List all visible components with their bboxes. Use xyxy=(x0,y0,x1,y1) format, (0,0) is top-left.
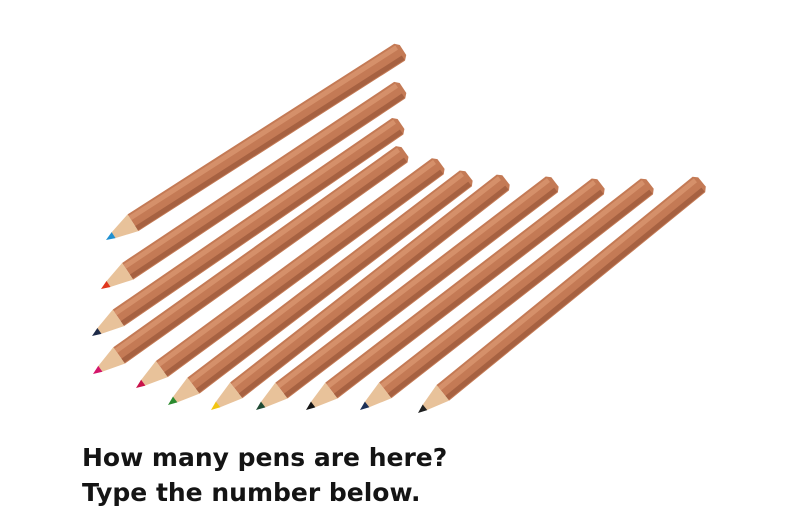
pencil-sharpened-wood xyxy=(172,377,200,403)
pencil-body xyxy=(325,178,605,399)
pencil-facet-highlight xyxy=(128,45,399,221)
pencil-sharpened-wood xyxy=(96,309,125,335)
pencil-lead-tip xyxy=(306,401,316,410)
pencil xyxy=(93,146,409,374)
pencil-facet-highlight xyxy=(188,172,465,384)
pencil xyxy=(106,43,407,240)
pencil-facet-highlight xyxy=(113,119,397,316)
pencil-body xyxy=(275,176,559,399)
pencil xyxy=(418,176,706,413)
pencil-facet-shadow xyxy=(120,129,403,326)
pencil-facet-highlight xyxy=(157,159,437,367)
pencil-sharpened-wood xyxy=(364,382,392,408)
pencil xyxy=(136,158,445,388)
pencil-lead-tip xyxy=(93,365,103,374)
pencil-lead-tip xyxy=(106,232,116,240)
pencil-sharpened-wood xyxy=(422,385,450,411)
pencil-body xyxy=(379,178,654,399)
pencil-facet-shadow xyxy=(121,157,407,363)
pencil-body xyxy=(112,118,405,327)
pencil-lead-tip xyxy=(211,401,221,410)
pencil-facet-shadow xyxy=(333,189,604,398)
pencil-lead-tip xyxy=(92,327,102,336)
pencil-facet-shadow xyxy=(164,169,444,377)
pencil-lead-tip xyxy=(418,404,428,413)
pencil-body xyxy=(127,43,407,232)
pencil-facet-highlight xyxy=(123,83,399,269)
pencil-facet-shadow xyxy=(129,93,405,279)
pencil-facet-shadow xyxy=(283,187,558,398)
pencil-body xyxy=(436,176,706,401)
pencil-sharpened-wood xyxy=(111,214,139,239)
pencil-body xyxy=(122,81,407,280)
pencil-body xyxy=(187,170,473,394)
pencil xyxy=(256,176,559,410)
pencil-sharpened-wood xyxy=(97,347,125,372)
pencil-lead-tip xyxy=(360,401,370,410)
pencil-facet-highlight xyxy=(380,180,646,388)
pencil-facet-highlight xyxy=(437,178,698,391)
pencil xyxy=(101,81,407,289)
pencil-sharpened-wood xyxy=(215,382,243,408)
pencil-facet-shadow xyxy=(195,181,472,393)
pencil xyxy=(306,178,605,410)
pencil-sharpened-wood xyxy=(260,382,288,408)
pencil-illustration xyxy=(92,43,706,413)
pencil xyxy=(360,178,654,410)
pencil-facet-shadow xyxy=(445,187,705,400)
pencil-facet-highlight xyxy=(114,147,401,354)
pencil-facet-highlight xyxy=(276,178,551,389)
pencil xyxy=(92,118,405,336)
instruction-text: Type the number below. xyxy=(82,478,421,507)
pencil-body xyxy=(230,174,510,399)
pencil-sharpened-wood xyxy=(310,382,338,408)
pencil xyxy=(168,170,473,405)
pencil-facet-shadow xyxy=(238,185,509,398)
pencil-sharpened-wood xyxy=(105,262,134,288)
pencil-lead-tip xyxy=(256,401,266,410)
pencil-lead-tip xyxy=(101,281,111,289)
pencil-facet-highlight xyxy=(326,180,597,389)
pencil-lead-tip xyxy=(136,379,146,388)
pencil-body xyxy=(113,146,409,364)
pencil-lead-tip xyxy=(168,396,178,405)
pencil xyxy=(211,174,510,410)
prompt-text: How many pens are here? Type the number … xyxy=(82,440,447,510)
pencil-body xyxy=(155,158,445,378)
pencil-facet-highlight xyxy=(231,176,502,388)
question-text: How many pens are here? xyxy=(82,443,448,472)
pencil-sharpened-wood xyxy=(140,360,168,386)
pencil-facet-shadow xyxy=(387,189,653,398)
pencil-facet-shadow xyxy=(135,55,405,231)
